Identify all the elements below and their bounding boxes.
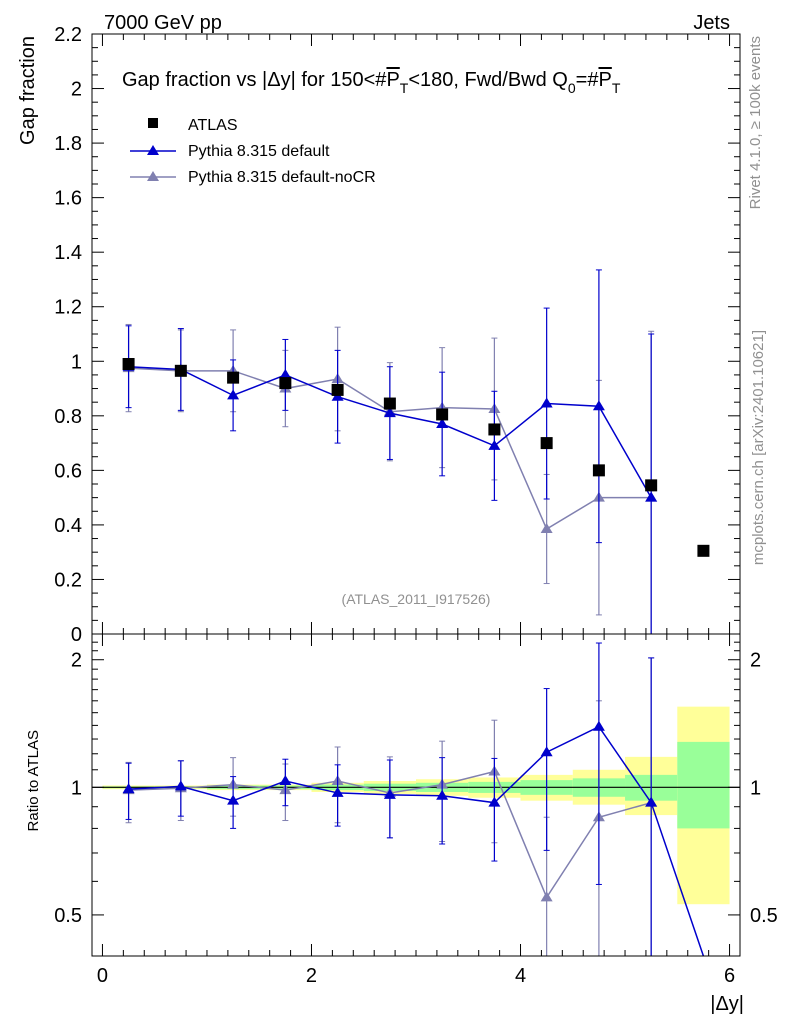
y-axis-label: Gap fraction — [17, 36, 39, 145]
data-point-atlas — [697, 544, 710, 557]
data-point-atlas — [645, 479, 658, 492]
mcplots-source-label: mcplots.cern.ch [arXiv:2401.10621] — [750, 330, 767, 565]
y-tick-label: 1.8 — [54, 133, 82, 155]
data-point-atlas — [331, 383, 344, 396]
title-pt1: P — [386, 69, 399, 91]
ratio-point-default — [279, 774, 292, 785]
data-point-atlas — [227, 371, 240, 384]
data-point-atlas — [279, 377, 292, 390]
x-axis-label: |Δy| — [710, 993, 744, 1015]
legend: ATLAS Pythia 8.315 default Pythia 8.315 … — [130, 117, 376, 186]
y-tick-label: 1 — [71, 351, 82, 373]
ratio-y-tick-label-right: 2 — [750, 650, 761, 672]
data-point-atlas — [436, 408, 449, 421]
y-tick-label: 1.4 — [54, 242, 82, 264]
y-tick-label: 1.2 — [54, 297, 82, 319]
y-tick-label: 0.8 — [54, 406, 82, 428]
title-main: Gap fraction vs |Δy| for 150<# — [122, 69, 387, 91]
data-series — [122, 269, 710, 957]
y-tick-label: 1.6 — [54, 188, 82, 210]
data-point-default — [279, 368, 292, 379]
ratio-point-default — [331, 786, 344, 797]
ratio-point-default — [592, 720, 605, 731]
legend-marker-atlas — [148, 118, 158, 128]
y-tick-label: 0 — [71, 624, 82, 646]
y-tick-label: 0.2 — [54, 569, 82, 591]
ratio-axis-label: Ratio to ATLAS — [25, 730, 42, 831]
ratio-point-default — [122, 783, 135, 794]
data-point-atlas — [540, 437, 553, 450]
x-tick-label: 2 — [306, 965, 317, 987]
ratio-point-default — [645, 796, 658, 807]
title-sub2: 0 — [568, 80, 576, 96]
data-point-default — [227, 389, 240, 400]
data-point-atlas — [174, 364, 187, 377]
header-jets-label: Jets — [693, 12, 730, 34]
y-tick-label: 0.4 — [54, 515, 82, 537]
data-point-default — [645, 491, 658, 502]
x-tick-label: 6 — [724, 965, 735, 987]
ratio-point-default — [383, 788, 396, 799]
ratio-y-tick-label-right: 0.5 — [750, 905, 778, 927]
legend-label-atlas: ATLAS — [188, 117, 238, 134]
ratio-point-default — [174, 780, 187, 791]
x-tick-label: 0 — [97, 965, 108, 987]
data-point-default — [540, 397, 553, 408]
y-tick-label: 2.2 — [54, 24, 82, 46]
analysis-id-label: (ATLAS_2011_I917526) — [342, 591, 491, 607]
data-point-default — [383, 407, 396, 418]
title-pt2: P — [598, 69, 611, 91]
data-point-atlas — [383, 397, 396, 410]
ratio-point-nocr — [540, 891, 553, 902]
data-point-atlas — [122, 358, 135, 370]
x-tick-label: 4 — [515, 965, 526, 987]
data-point-atlas — [592, 464, 605, 477]
ratio-y-tick-label-right: 1 — [750, 777, 761, 799]
rivet-version-label: Rivet 4.1.0, ≥ 100k events — [747, 36, 764, 209]
y-tick-label: 0.6 — [54, 460, 82, 482]
ratio-y-tick-label: 0.5 — [54, 905, 82, 927]
ratio-point-default — [436, 789, 449, 800]
legend-label-nocr: Pythia 8.315 default-noCR — [188, 169, 376, 186]
title-eq: =# — [576, 69, 600, 91]
legend-marker-nocr — [147, 171, 159, 181]
axis-ticks: 0 2 4 6 0 0.2 0.4 0.6 0.8 1 1.2 1.4 1.6 1.8 2 2.2 0.5 0.5… — [54, 24, 778, 987]
data-point-default — [436, 418, 449, 428]
title-sub3: T — [612, 80, 621, 96]
ratio-point-default — [488, 796, 501, 807]
ratio-y-tick-label: 1 — [71, 777, 82, 799]
title-mid: <180, Fwd/Bwd Q — [408, 69, 568, 91]
chart-title: Gap fraction vs |Δy| for 150<#PT<180, Fw… — [122, 69, 621, 96]
legend-label-default: Pythia 8.315 default — [188, 143, 330, 160]
header-energy-label: 7000 GeV pp — [104, 12, 222, 34]
legend-marker-default — [147, 145, 159, 155]
ratio-y-tick-label: 2 — [71, 650, 82, 672]
ratio-point-default — [227, 794, 240, 805]
data-point-default — [592, 400, 605, 411]
ratio-point-default — [540, 746, 553, 757]
ratio-plot-frame — [91, 633, 741, 957]
ratio-line-default — [128, 725, 705, 957]
ratio-band-green — [677, 741, 730, 829]
data-point-nocr — [540, 523, 553, 533]
data-point-atlas — [488, 423, 501, 436]
title-sub1: T — [400, 80, 409, 96]
y-tick-label: 2 — [71, 79, 82, 101]
data-point-default — [488, 439, 501, 450]
